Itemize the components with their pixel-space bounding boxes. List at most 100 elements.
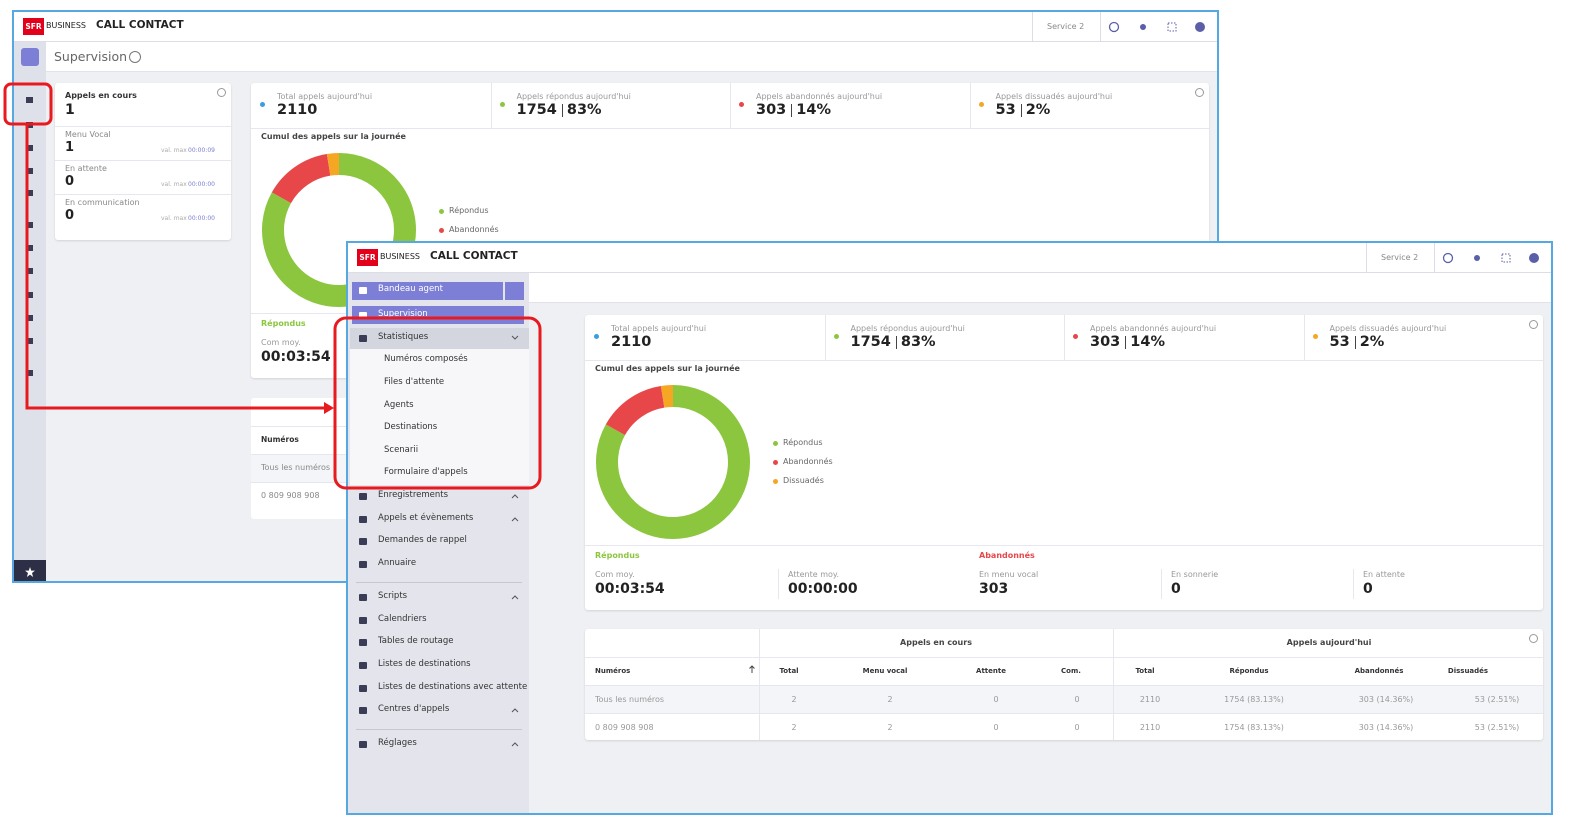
submenu-item[interactable]: Numéros composés bbox=[384, 354, 468, 364]
donut-chart bbox=[596, 385, 750, 539]
stat-label: En menu vocal bbox=[979, 570, 1039, 579]
rail-icon[interactable] bbox=[26, 222, 33, 228]
menu-item[interactable]: Bandeau agent bbox=[378, 284, 443, 294]
submenu-item[interactable]: Agents bbox=[384, 400, 414, 410]
users-icon bbox=[1474, 255, 1480, 261]
table-cell: 2110 bbox=[1139, 723, 1161, 732]
rail-icon[interactable] bbox=[26, 190, 33, 196]
rail-icon[interactable] bbox=[26, 292, 33, 298]
collapse-icon[interactable] bbox=[1529, 634, 1538, 643]
collapse-icon[interactable] bbox=[1529, 320, 1538, 329]
column-header[interactable]: Numéros bbox=[595, 667, 631, 675]
menu-icon bbox=[359, 561, 367, 568]
stat-separator bbox=[778, 569, 779, 599]
collapse-icon[interactable] bbox=[1195, 88, 1204, 97]
table-cell: 2110 bbox=[1139, 695, 1161, 704]
rail-icon[interactable] bbox=[26, 245, 33, 251]
service-selector[interactable]: Service 2 bbox=[1381, 253, 1419, 262]
donut-segment bbox=[271, 153, 331, 204]
rail-icon[interactable] bbox=[26, 168, 33, 174]
menu-item[interactable]: Centres d'appels bbox=[378, 704, 450, 714]
column-header[interactable]: Com. bbox=[1061, 667, 1081, 675]
rail-icon[interactable] bbox=[26, 122, 33, 128]
kpi-values: 1754 83% bbox=[517, 102, 602, 118]
column-header[interactable]: Total bbox=[1135, 667, 1155, 675]
kpi-label: Appels abandonnés aujourd'hui bbox=[756, 92, 883, 101]
legend-dot bbox=[439, 209, 444, 214]
rail-icon[interactable] bbox=[26, 97, 33, 103]
logo: SFR bbox=[357, 249, 378, 266]
menu-item[interactable]: Statistiques bbox=[378, 332, 429, 342]
kpi-dot bbox=[594, 334, 599, 339]
submenu-item[interactable]: Formulaire d'appels bbox=[384, 467, 468, 477]
max-value: 00:00:00 bbox=[188, 215, 215, 222]
column-header[interactable]: Dissuadés bbox=[1447, 667, 1489, 675]
menu-action[interactable] bbox=[505, 282, 524, 300]
menu-icon bbox=[359, 639, 367, 646]
menu-icon bbox=[359, 662, 367, 669]
menu-item[interactable]: Appels et évènements bbox=[378, 513, 474, 523]
header-icons bbox=[1442, 252, 1539, 264]
kpi-value: 53 bbox=[1329, 334, 1350, 350]
rail-icon-active[interactable] bbox=[21, 48, 39, 66]
max-label: val. max bbox=[161, 181, 187, 188]
menu-item[interactable]: Enregistrements bbox=[378, 490, 449, 500]
stat-value: 00:03:54 bbox=[595, 581, 665, 597]
row-divider bbox=[55, 126, 231, 127]
account-icon bbox=[1195, 22, 1205, 32]
header-bar bbox=[14, 12, 1217, 42]
menu-item[interactable]: Supervision bbox=[378, 309, 428, 319]
table-cell: Tous les numéros bbox=[261, 463, 331, 472]
menu-icon bbox=[359, 493, 367, 500]
kpi-value: 303 bbox=[756, 102, 787, 118]
stat-value: 00:00:00 bbox=[788, 581, 858, 597]
submenu-item[interactable]: Scenarii bbox=[384, 445, 419, 455]
chevron bbox=[511, 494, 519, 499]
group-header: Appels en cours bbox=[900, 638, 972, 647]
column-header[interactable]: Attente bbox=[976, 667, 1006, 675]
table-header: Numéros bbox=[261, 435, 299, 444]
menu-icon bbox=[359, 312, 367, 319]
logo: SFR bbox=[23, 18, 44, 35]
menu-item[interactable]: Réglages bbox=[378, 738, 417, 748]
info-icon[interactable] bbox=[129, 51, 141, 63]
service-selector[interactable]: Service 2 bbox=[1047, 22, 1085, 31]
menu-icon bbox=[359, 685, 367, 692]
collapse-icon[interactable] bbox=[217, 88, 226, 97]
kpi-dot bbox=[833, 334, 839, 339]
header-icons bbox=[1108, 21, 1205, 33]
sub-header bbox=[46, 42, 1217, 72]
summary-title: Abandonnés bbox=[979, 551, 1035, 560]
kpi-values: 303 14% bbox=[1090, 334, 1165, 350]
kpi-values: 303 14% bbox=[756, 102, 831, 118]
menu-item[interactable]: Demandes de rappel bbox=[378, 535, 467, 545]
menu-item[interactable]: Annuaire bbox=[378, 558, 417, 568]
kpi-percent: 14% bbox=[1125, 335, 1165, 349]
column-header[interactable]: Menu vocal bbox=[862, 667, 908, 675]
menu-item[interactable]: Scripts bbox=[378, 591, 408, 601]
rail-icon[interactable] bbox=[26, 370, 33, 376]
menu-item[interactable]: Listes de destinations bbox=[378, 659, 471, 669]
menu-item[interactable]: Calendriers bbox=[378, 614, 427, 624]
rail-icon[interactable] bbox=[26, 268, 33, 274]
legend-label: Répondus bbox=[783, 438, 823, 447]
submenu-item[interactable]: Files d'attente bbox=[384, 377, 445, 387]
column-header[interactable]: Abandonnés bbox=[1354, 667, 1404, 675]
legend-dot bbox=[773, 460, 778, 465]
separator bbox=[1434, 243, 1435, 272]
column-header[interactable]: Total bbox=[779, 667, 799, 675]
rail-icon[interactable] bbox=[26, 338, 33, 344]
rail-icon[interactable] bbox=[26, 145, 33, 151]
column-header[interactable]: Répondus bbox=[1229, 667, 1269, 675]
rail-icon[interactable] bbox=[26, 315, 33, 321]
table-col-divider bbox=[759, 629, 760, 740]
kpi-label: Appels dissuadés aujourd'hui bbox=[995, 92, 1113, 101]
submenu-item[interactable]: Destinations bbox=[384, 422, 438, 432]
kpi-dot bbox=[1073, 334, 1078, 339]
table-cell: 0 bbox=[1074, 723, 1080, 732]
menu-item[interactable]: Tables de routage bbox=[378, 636, 454, 646]
menu-item[interactable]: Listes de destinations avec attente bbox=[378, 682, 528, 692]
stat-separator bbox=[1161, 569, 1162, 599]
kpi-percent: 2% bbox=[1020, 103, 1050, 117]
kpi-label: Appels dissuadés aujourd'hui bbox=[1329, 324, 1447, 333]
